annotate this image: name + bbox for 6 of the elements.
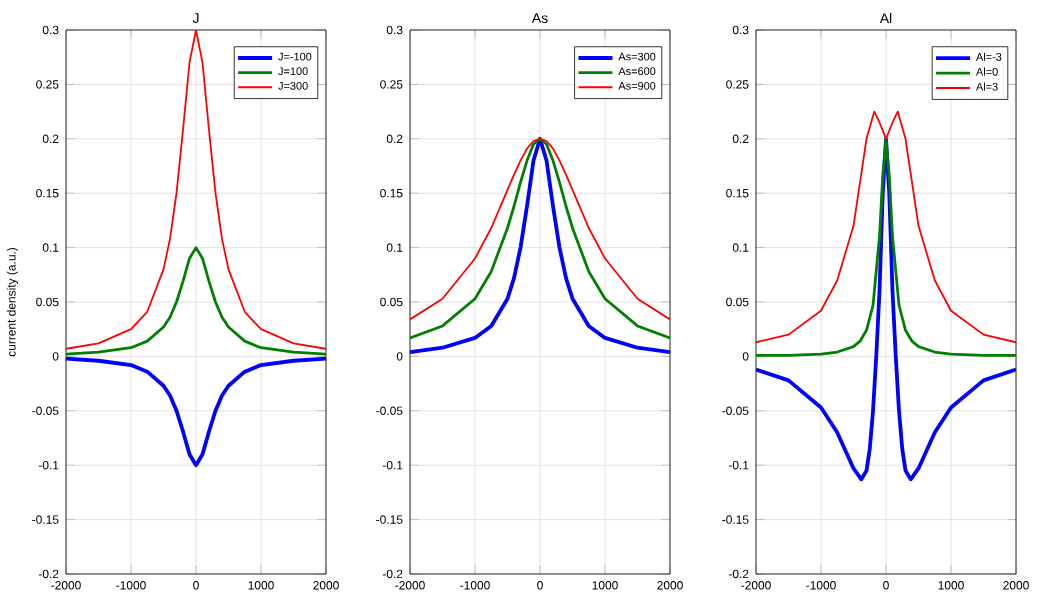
line-series [756, 110, 1017, 344]
line-series [66, 30, 326, 350]
line-series [756, 137, 1017, 357]
line-series [66, 356, 326, 468]
line-series [66, 246, 326, 356]
line-series [756, 136, 1017, 482]
